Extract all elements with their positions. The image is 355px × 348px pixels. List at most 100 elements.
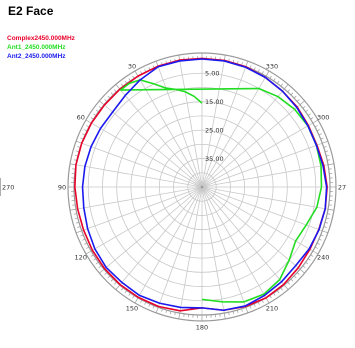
angle-tick [75,230,82,234]
angle-label: 30 [128,62,136,70]
grid-spoke [75,164,203,188]
angle-tick [324,221,329,224]
grid-spoke [201,104,301,188]
angle-tick [74,154,78,157]
angle-tick [73,159,77,161]
chart-title: E2 Face [8,4,54,18]
angle-tick [249,305,252,309]
angle-tick [110,278,114,282]
grid-spoke [201,186,314,252]
trace-ant1 [119,79,323,303]
angle-tick [290,278,294,282]
angle-tick [93,258,97,261]
angle-tick [114,281,117,285]
grid-spoke [103,104,203,188]
angle-tick [273,78,276,82]
angle-tick [107,275,111,279]
angle-tick [75,150,80,153]
angle-tick [85,250,92,255]
angle-tick [84,242,88,245]
angle-tick [296,272,300,275]
angle-tick [316,129,320,132]
angle-tick [82,133,86,136]
angle-tick [85,119,92,124]
angle-tick [287,281,290,285]
angle-tick [257,301,260,305]
angle-tick [161,308,163,312]
angle-tick [75,140,82,144]
angle-tick [296,99,300,102]
grid-spoke [201,75,267,188]
angle-tick [249,65,252,69]
angle-tick [299,100,305,105]
angle-tick [314,125,318,128]
angle-label: 27 [338,184,346,192]
angle-tick [312,250,319,255]
legend: Complex2450.000MHz Ant1_2450.000MHz Ant2… [7,34,75,61]
angle-tick [280,83,283,87]
angle-tick [293,95,297,99]
grid-spoke [119,88,203,188]
angle-tick [121,287,124,291]
angle-tick [144,301,147,305]
angle-tick [155,307,159,314]
angle-tick [152,305,155,309]
angle-label: 120 [75,254,87,262]
angle-tick [69,163,77,166]
grid-spoke [179,186,203,314]
grid-spoke [201,186,323,232]
angle-label: 210 [266,305,278,313]
angle-tick [269,75,272,79]
angle-tick [265,70,270,77]
angle-tick [178,312,181,320]
angle-tick [320,234,324,237]
grid-spoke [179,60,203,188]
grid-spoke [201,186,285,286]
grid-spoke [90,186,203,252]
angle-tick [265,297,270,304]
angle-tick [323,226,327,228]
angle-tick [232,311,235,315]
angle-tick [287,89,290,93]
angle-tick [69,208,77,211]
angle-label: 60 [77,114,85,122]
radial-tick-label: 35.00 [205,155,224,163]
radial-tick-label: 15.00 [205,98,224,106]
angle-tick [284,284,289,290]
angle-tick [132,295,135,299]
angle-tick [318,133,322,136]
angle-tick [305,109,309,113]
angle-label: 90 [58,184,66,192]
angle-tick [322,230,329,234]
angle-tick [114,89,117,93]
grid-spoke [201,88,285,188]
angle-tick [174,312,176,316]
angle-tick [312,119,319,124]
grid-spoke [137,75,203,188]
angle-tick [104,99,108,102]
angle-tick [276,80,280,84]
angle-tick [99,100,105,105]
angle-tick [273,292,276,296]
angle-tick [326,154,330,157]
angle-tick [253,303,256,307]
grid-spoke [137,186,203,299]
angle-tick [128,78,131,82]
angle-tick [327,213,331,215]
angle-tick [80,234,84,237]
angle-tick [140,299,143,303]
angle-tick [327,163,335,166]
angle-tick [124,290,128,294]
angle-tick [128,292,131,296]
angle-tick [95,261,99,265]
angle-tick [326,217,330,220]
grid-spoke [81,186,203,232]
angle-label: 180 [196,324,208,332]
grid-spoke [90,122,203,188]
angle-tick [121,83,124,87]
angle-tick [98,265,102,268]
angle-tick [93,113,97,116]
angle-tick [223,312,226,320]
angle-label: 150 [126,305,138,313]
